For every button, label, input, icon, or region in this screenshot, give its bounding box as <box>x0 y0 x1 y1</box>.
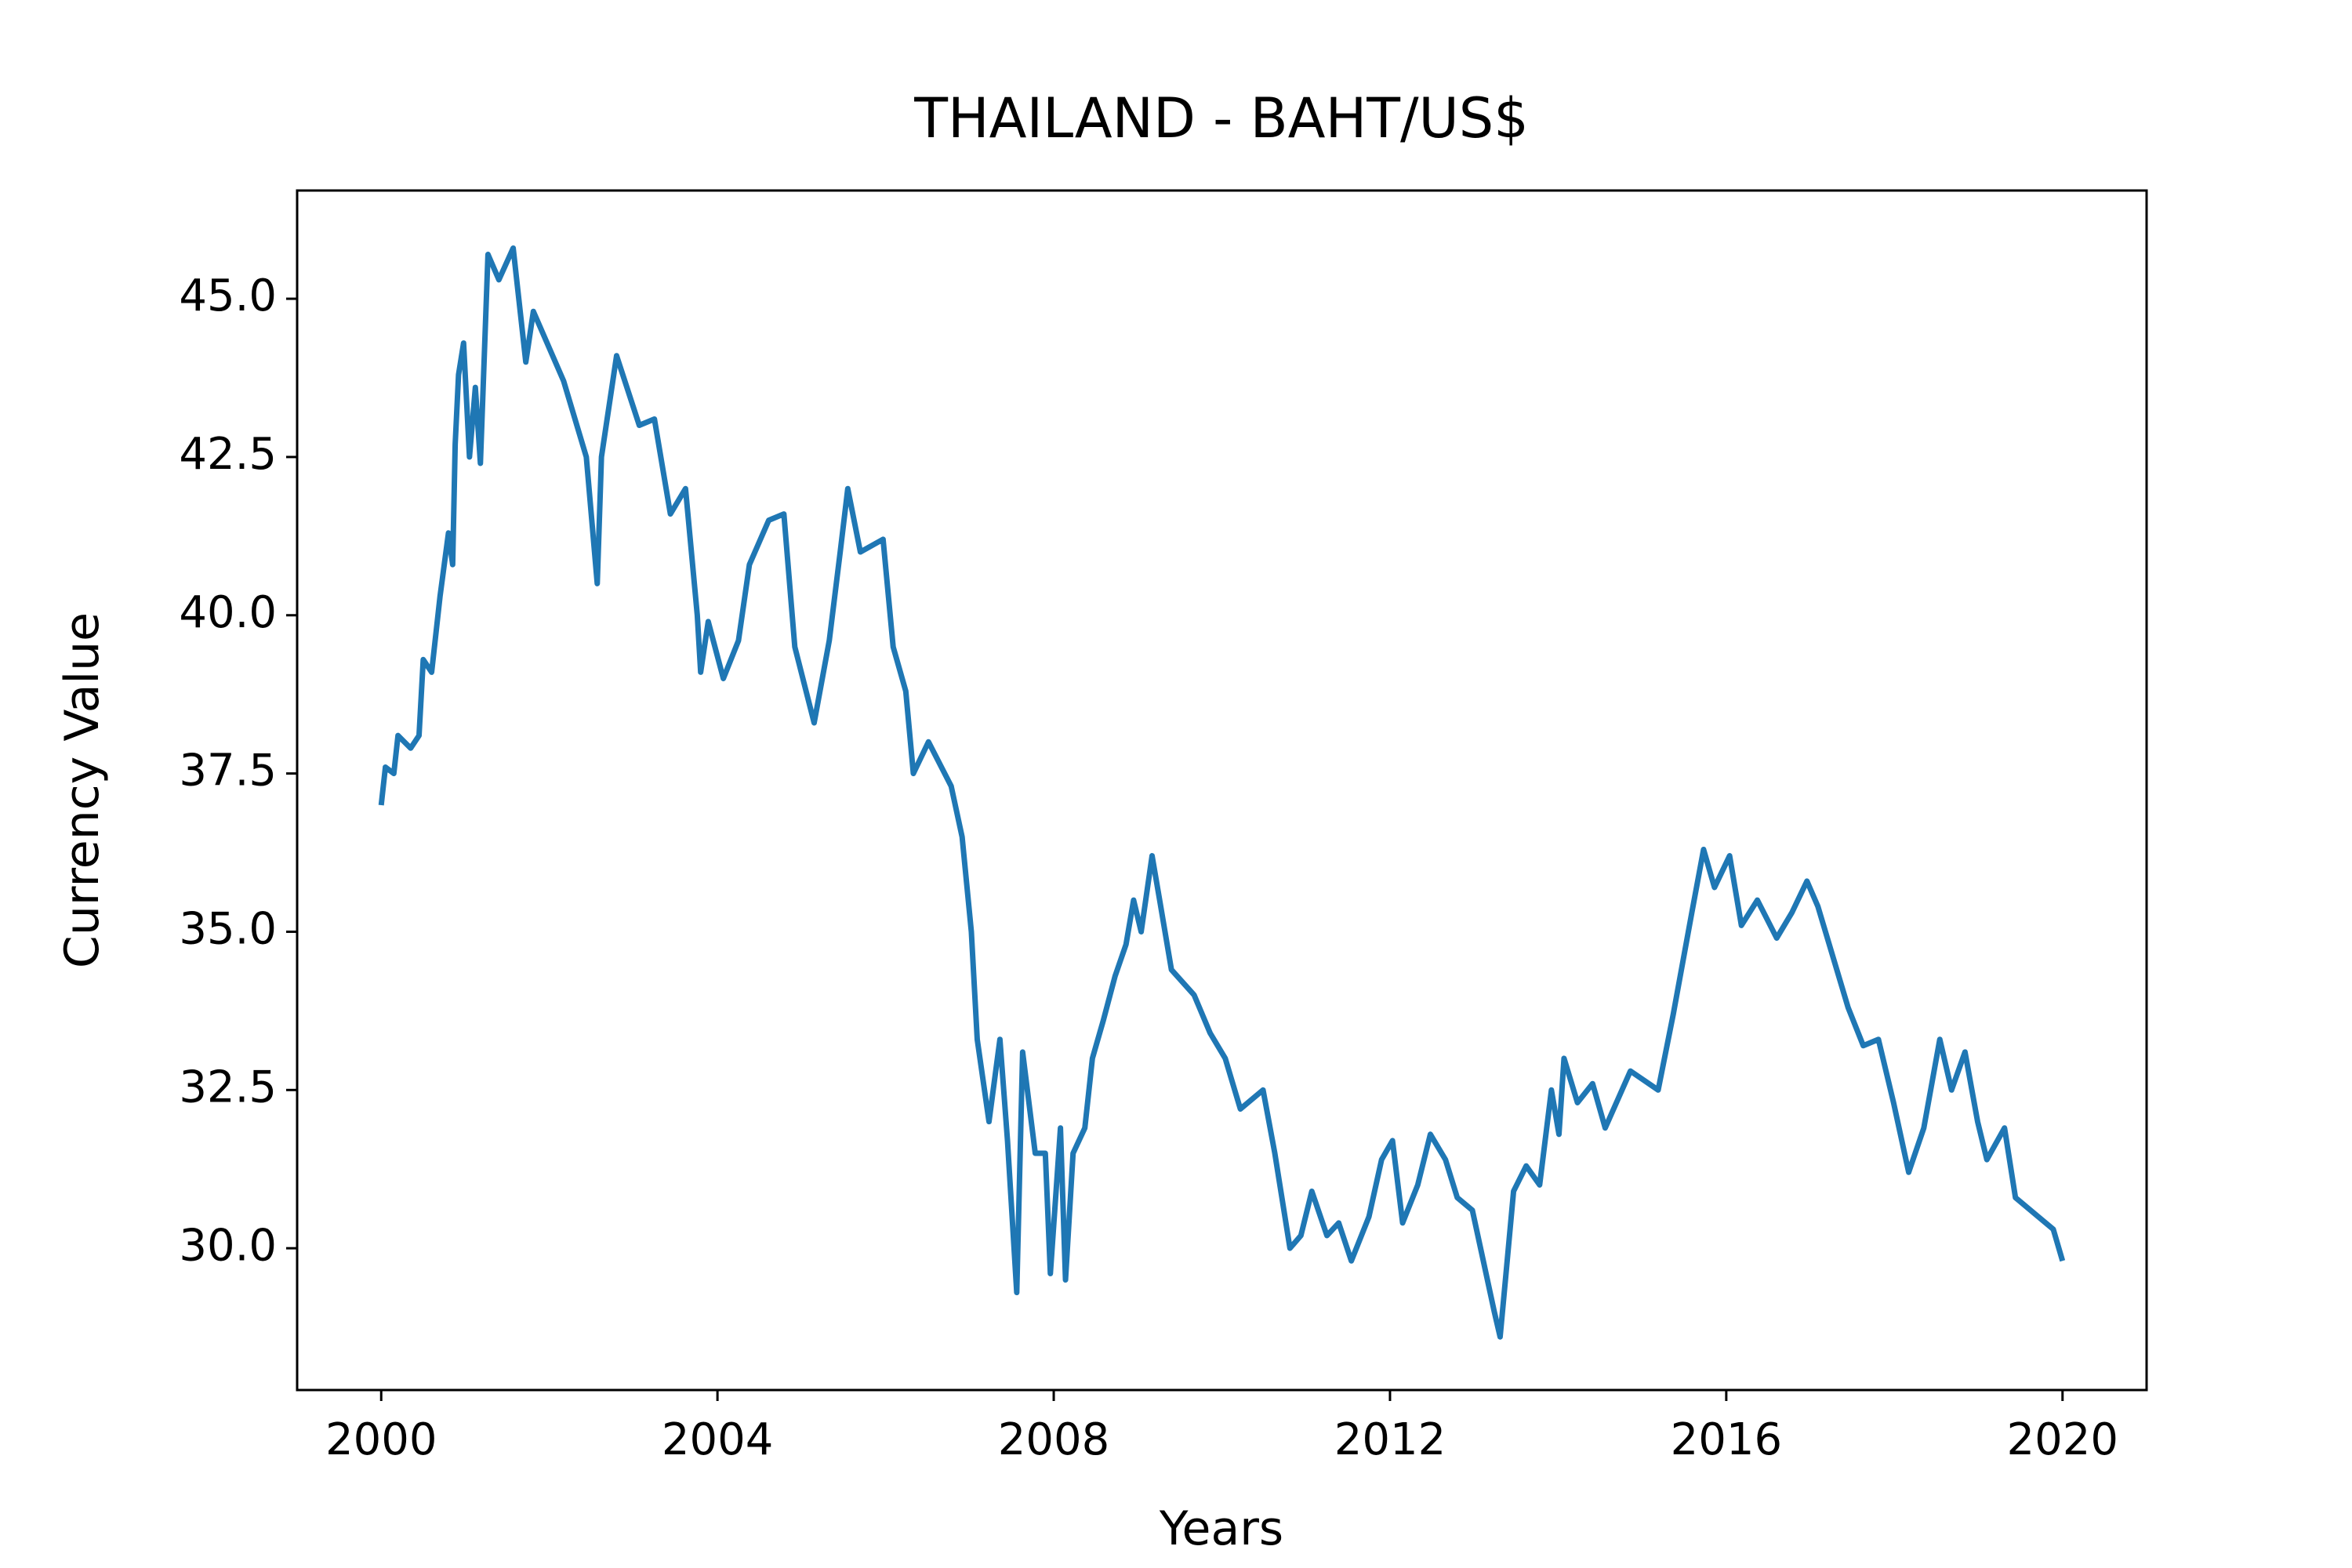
x-tick-label: 2016 <box>1671 1414 1783 1465</box>
y-tick-label: 40.0 <box>179 587 277 638</box>
x-tick-label: 2000 <box>325 1414 437 1465</box>
y-tick-label: 32.5 <box>179 1062 277 1112</box>
y-tick-label: 35.0 <box>179 904 277 955</box>
plot-frame <box>296 189 2148 1392</box>
x-axis-label: Years <box>1159 1501 1283 1556</box>
x-tick-label: 2008 <box>998 1414 1110 1465</box>
y-axis-label: Currency Value <box>55 612 110 968</box>
x-tick-label: 2004 <box>662 1414 774 1465</box>
chart-title: THAILAND - BAHT/US$ <box>913 86 1529 151</box>
y-tick-label: 37.5 <box>179 746 277 797</box>
y-tick-label: 42.5 <box>179 429 277 480</box>
line <box>378 245 2066 1340</box>
x-tick-label: 2020 <box>2007 1414 2119 1465</box>
y-tick-label: 45.0 <box>179 270 277 321</box>
y-tick-label: 30.0 <box>179 1220 277 1271</box>
x-tick-label: 2012 <box>1334 1414 1446 1465</box>
